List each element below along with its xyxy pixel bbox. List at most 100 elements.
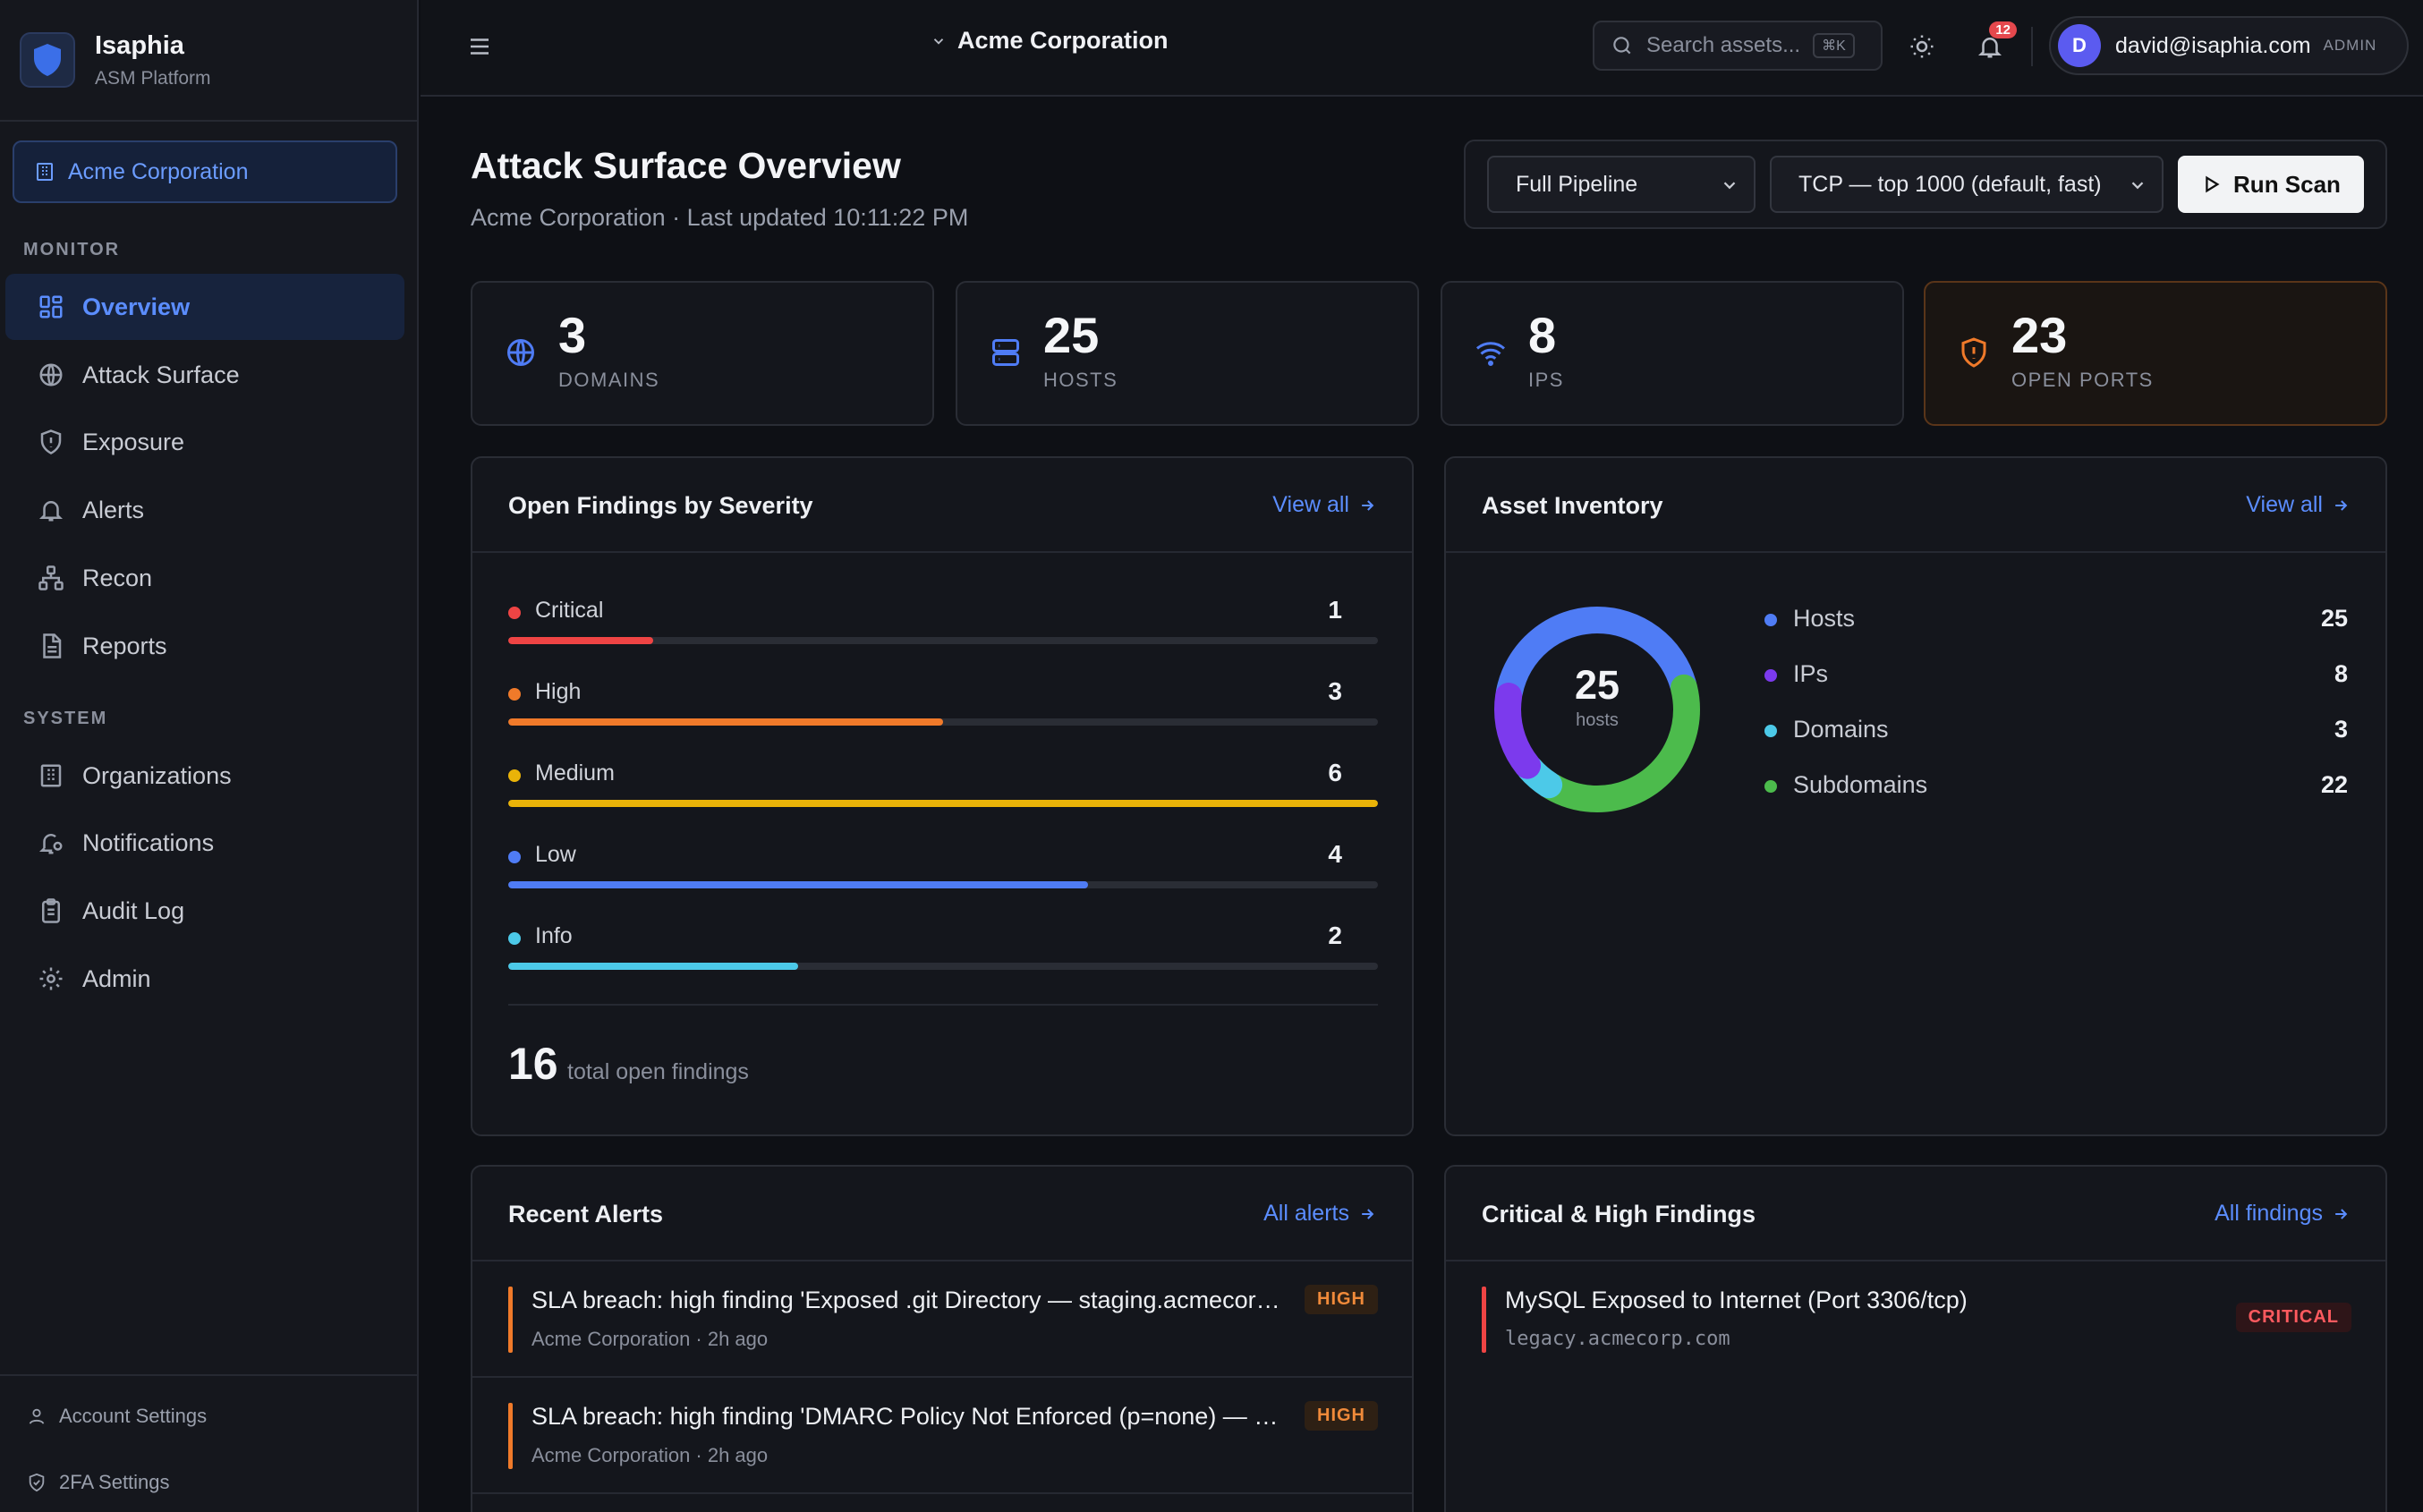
building-icon bbox=[37, 163, 53, 181]
theme-toggle-button[interactable] bbox=[1902, 27, 1942, 66]
stat-card-ips[interactable]: 8 IPS bbox=[1441, 281, 1904, 426]
stat-label: DOMAINS bbox=[558, 369, 660, 391]
severity-name: Critical bbox=[535, 598, 604, 623]
severity-row-medium[interactable]: Medium 6 bbox=[508, 759, 1378, 830]
user-menu[interactable]: D david@isaphia.com ADMIN bbox=[2049, 16, 2409, 75]
legend-dot bbox=[1764, 780, 1777, 793]
stat-card-domains[interactable]: 3 DOMAINS bbox=[471, 281, 934, 426]
severity-dot bbox=[508, 688, 521, 701]
severity-name: Medium bbox=[535, 760, 615, 786]
alert-item[interactable]: SLA breach: high finding 'DMARC Policy N… bbox=[472, 1378, 1412, 1494]
inventory-item-value: 22 bbox=[2320, 771, 2348, 798]
view-all-assets-link[interactable]: View all bbox=[2246, 492, 2350, 518]
inventory-item-value: 8 bbox=[2334, 660, 2348, 687]
arrow-right-icon bbox=[1362, 499, 1374, 511]
section-label-monitor: MONITOR bbox=[23, 240, 121, 259]
shield-check-icon bbox=[29, 1473, 45, 1492]
donut-segment-ips[interactable] bbox=[1494, 607, 1700, 812]
link-label: View all bbox=[1272, 492, 1349, 517]
app-logo bbox=[20, 32, 75, 88]
sidebar-item-recon[interactable]: Recon bbox=[5, 545, 404, 611]
sidebar-item-reports[interactable]: Reports bbox=[5, 613, 404, 679]
bell-cog-icon bbox=[38, 834, 63, 854]
donut-segment-hosts[interactable] bbox=[1494, 607, 1700, 812]
stat-card-open-ports[interactable]: 23 OPEN PORTS bbox=[1924, 281, 2387, 426]
severity-bar-fill bbox=[508, 881, 1089, 888]
port-range-select[interactable]: TCP — top 1000 (default, fast) bbox=[1770, 156, 2164, 213]
severity-bar-fill bbox=[508, 800, 1378, 807]
org-selector[interactable]: Acme Corporation bbox=[931, 27, 1169, 55]
sidebar-item-exposure[interactable]: Exposure bbox=[5, 409, 404, 475]
arrow-right-icon bbox=[2335, 1208, 2348, 1219]
menu-toggle-button[interactable] bbox=[460, 27, 499, 66]
sidebar-item-label: Recon bbox=[82, 564, 153, 591]
notifications-button[interactable]: 12 bbox=[1970, 21, 2017, 66]
org-switcher-label: Acme Corporation bbox=[68, 158, 249, 184]
severity-indicator bbox=[1482, 1287, 1486, 1353]
org-switcher[interactable]: Acme Corporation bbox=[13, 140, 397, 203]
severity-row-low[interactable]: Low 4 bbox=[508, 840, 1378, 912]
alert-meta: Acme Corporation · 2h ago bbox=[531, 1444, 769, 1466]
severity-dot bbox=[508, 851, 521, 863]
search-shortcut: ⌘K bbox=[1813, 33, 1855, 58]
severity-count: 4 bbox=[1328, 840, 1342, 868]
finding-host: legacy.acmecorp.com bbox=[1505, 1328, 1730, 1350]
play-icon bbox=[2206, 175, 2220, 193]
sidebar-item-label: Notifications bbox=[82, 828, 215, 856]
inventory-item-subdomains[interactable]: Subdomains 22 bbox=[1764, 769, 2348, 805]
sidebar-item-attack-surface[interactable]: Attack Surface bbox=[5, 342, 404, 408]
inventory-item-name: Domains bbox=[1793, 716, 1889, 743]
sidebar-item-alerts[interactable]: Alerts bbox=[5, 477, 404, 543]
run-scan-label: Run Scan bbox=[2233, 170, 2341, 198]
severity-indicator bbox=[508, 1287, 513, 1353]
severity-dot bbox=[508, 769, 521, 782]
sidebar-item-audit-log[interactable]: Audit Log bbox=[5, 878, 404, 944]
all-findings-link[interactable]: All findings bbox=[2215, 1201, 2350, 1227]
twofa-settings-link[interactable]: 2FA Settings bbox=[27, 1471, 170, 1494]
sidebar-item-notifications[interactable]: Notifications bbox=[5, 810, 404, 876]
notification-count-badge: 12 bbox=[1989, 21, 2017, 38]
severity-row-info[interactable]: Info 2 bbox=[508, 922, 1378, 993]
asset-inventory-panel: Asset Inventory View all 25 hosts Hosts 2… bbox=[1444, 456, 2387, 1136]
donut-center-value: 25 bbox=[1574, 662, 1620, 708]
sidebar-item-label: Organizations bbox=[82, 761, 232, 789]
run-scan-button[interactable]: Run Scan bbox=[2178, 156, 2364, 213]
user-icon bbox=[29, 1408, 45, 1424]
severity-bar-fill bbox=[508, 637, 654, 644]
total-findings-label: total open findings bbox=[567, 1059, 749, 1084]
twofa-settings-label: 2FA Settings bbox=[59, 1471, 170, 1493]
inventory-item-ips[interactable]: IPs 8 bbox=[1764, 658, 2348, 694]
inventory-item-domains[interactable]: Domains 3 bbox=[1764, 714, 2348, 750]
divider bbox=[508, 1004, 1378, 1006]
search-input[interactable]: Search assets... ⌘K bbox=[1593, 21, 1883, 71]
all-alerts-link[interactable]: All alerts bbox=[1263, 1201, 1376, 1227]
topbar-divider bbox=[2031, 27, 2033, 66]
sidebar-item-overview[interactable]: Overview bbox=[5, 274, 404, 340]
shield-icon bbox=[40, 429, 62, 454]
severity-badge: HIGH bbox=[1305, 1401, 1378, 1431]
pipeline-select[interactable]: Full Pipeline bbox=[1487, 156, 1756, 213]
severity-row-critical[interactable]: Critical 1 bbox=[508, 596, 1378, 667]
severity-dot bbox=[508, 607, 521, 619]
alert-meta: Acme Corporation · 2h ago bbox=[531, 1328, 769, 1350]
legend-dot bbox=[1764, 669, 1777, 682]
view-all-findings-link[interactable]: View all bbox=[1272, 492, 1376, 518]
severity-bar-track bbox=[508, 718, 1378, 726]
findings-by-severity-panel: Open Findings by Severity View all Criti… bbox=[471, 456, 1414, 1136]
severity-count: 1 bbox=[1328, 596, 1342, 624]
stat-card-hosts[interactable]: 25 HOSTS bbox=[956, 281, 1419, 426]
severity-name: High bbox=[535, 679, 582, 704]
account-settings-link[interactable]: Account Settings bbox=[27, 1405, 207, 1428]
donut-segment-subdomains[interactable] bbox=[1494, 607, 1700, 812]
finding-title: MySQL Exposed to Internet (Port 3306/tcp… bbox=[1505, 1287, 1968, 1313]
severity-indicator bbox=[508, 1403, 513, 1469]
sidebar-item-organizations[interactable]: Organizations bbox=[5, 743, 404, 809]
account-settings-label: Account Settings bbox=[59, 1405, 208, 1427]
alert-item[interactable]: SLA breach: high finding 'Exposed .git D… bbox=[472, 1261, 1412, 1378]
search-icon bbox=[1613, 37, 1631, 55]
alert-title: SLA breach: high finding 'Exposed .git D… bbox=[531, 1287, 1283, 1313]
severity-row-high[interactable]: High 3 bbox=[508, 677, 1378, 749]
sidebar-item-admin[interactable]: Admin bbox=[5, 946, 404, 1012]
finding-item[interactable]: MySQL Exposed to Internet (Port 3306/tcp… bbox=[1446, 1261, 2385, 1378]
inventory-item-hosts[interactable]: Hosts 25 bbox=[1764, 603, 2348, 639]
